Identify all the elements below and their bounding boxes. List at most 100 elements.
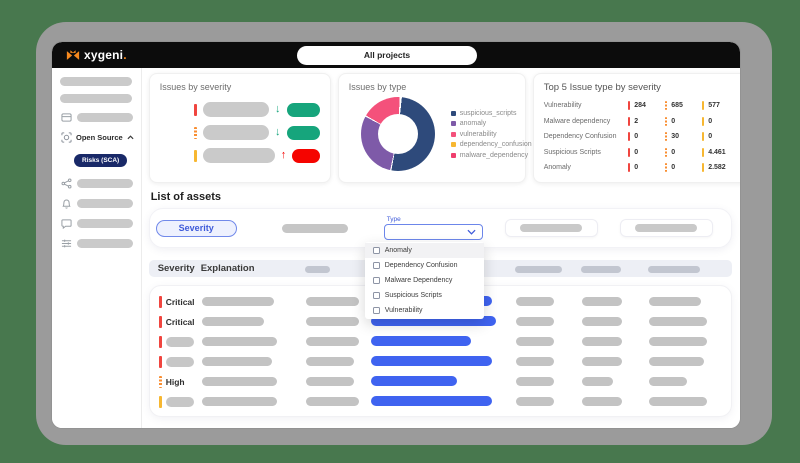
sidebar-item-placeholder[interactable]	[60, 77, 134, 86]
value-bar	[370, 376, 457, 386]
xygeni-logo-icon	[66, 49, 80, 60]
type-filter-select[interactable]	[383, 224, 483, 240]
trend-down-icon: ↓	[275, 126, 281, 138]
medium-tick	[701, 163, 705, 172]
medium-tick	[193, 149, 197, 162]
open-source-label: Open Source	[76, 132, 123, 142]
filter-placeholder-box[interactable]	[504, 219, 598, 237]
top-bar: xygeni. All projects	[52, 42, 740, 68]
menu-item-anomaly[interactable]: Anomaly	[364, 243, 484, 258]
filter-placeholder-box[interactable]	[619, 219, 713, 237]
high-tick	[664, 116, 668, 126]
top5-row: Anomaly 0 0 2.582	[543, 163, 726, 172]
table-row[interactable]	[150, 392, 731, 412]
medium-tick	[701, 101, 705, 110]
card-title: Issues by severity	[159, 82, 232, 92]
critical-tick	[627, 101, 631, 110]
bell-icon	[60, 197, 72, 209]
value-bar	[370, 336, 471, 346]
top5-row: Vulnerability 284 685 577	[543, 101, 720, 110]
all-projects-button[interactable]: All projects	[297, 45, 477, 65]
chart-legend: suspicious_scripts anomaly vulnerability…	[450, 110, 532, 159]
filter-placeholder[interactable]	[281, 223, 348, 233]
critical-tick	[158, 316, 162, 328]
menu-item-malware-dependency[interactable]: Malware Dependency	[365, 273, 484, 288]
legend-item: dependency_confusion	[450, 141, 532, 148]
high-tick	[664, 132, 668, 141]
assets-filter-bar: Severity Type Anomaly Dependency Confusi…	[148, 208, 732, 319]
brand-name: xygeni.	[84, 48, 127, 62]
sidebar-item-placeholder[interactable]	[60, 217, 134, 229]
legend-item: malware_dependency	[450, 152, 532, 159]
high-tick	[664, 163, 668, 172]
legend-swatch	[450, 152, 456, 158]
issues-by-type-card: Issues by type suspicious_scripts anomal…	[337, 73, 532, 183]
trend-value-pill	[286, 125, 320, 140]
checkbox[interactable]	[372, 307, 380, 314]
checkbox[interactable]	[372, 247, 380, 254]
legend-item: anomaly	[450, 120, 532, 127]
browser-icon	[60, 111, 72, 123]
label-placeholder	[165, 397, 194, 407]
critical-tick	[158, 296, 162, 308]
critical-tick	[627, 132, 631, 141]
table-row[interactable]: Critical	[150, 312, 731, 332]
medium-tick	[701, 147, 705, 157]
critical-tick	[627, 163, 631, 172]
sidebar-item-placeholder[interactable]	[60, 111, 134, 123]
issues-by-type-donut-chart	[360, 97, 435, 171]
card-title: Top 5 Issue type by severity	[543, 82, 661, 93]
trend-up-icon: ↑	[280, 149, 287, 161]
sidebar-item-placeholder[interactable]	[60, 197, 134, 209]
critical-tick	[627, 147, 631, 157]
sidebar-item-placeholder[interactable]	[60, 177, 134, 189]
high-tick	[664, 147, 668, 157]
severity-filter-button[interactable]: Severity	[155, 219, 237, 237]
checkbox[interactable]	[372, 262, 380, 269]
severity-row-medium: ↑	[193, 148, 320, 163]
legend-swatch	[450, 121, 456, 126]
table-row[interactable]: High	[150, 372, 731, 392]
value-bar	[370, 316, 496, 326]
sliders-icon	[60, 237, 72, 249]
checkbox[interactable]	[372, 277, 380, 284]
chevron-up-icon	[127, 134, 134, 139]
sidebar-item-open-source[interactable]: Open Source	[60, 131, 134, 143]
severity-row-high: ↓	[193, 125, 320, 140]
app-window: xygeni. All projects Open	[52, 42, 740, 428]
critical-tick	[158, 356, 162, 368]
table-row[interactable]	[150, 352, 731, 372]
sidebar-item-risks-sca[interactable]: Risks (SCA)	[74, 154, 128, 167]
top5-row: Malware dependency 2 0 0	[543, 116, 713, 126]
legend-swatch	[450, 142, 456, 147]
checkbox[interactable]	[372, 292, 380, 299]
menu-item-suspicious-scripts[interactable]: Suspicious Scripts	[365, 288, 484, 303]
table-row[interactable]	[150, 332, 731, 352]
high-tick	[193, 126, 197, 139]
chat-icon	[60, 217, 72, 229]
legend-item: suspicious_scripts	[450, 110, 532, 117]
sidebar-item-placeholder[interactable]	[60, 237, 134, 249]
trend-value-pill	[292, 148, 320, 163]
value-bar	[370, 356, 492, 366]
legend-swatch	[450, 131, 456, 137]
critical-tick	[193, 103, 197, 116]
medium-tick	[701, 116, 705, 126]
label-placeholder	[165, 357, 194, 367]
menu-item-vulnerability[interactable]: Vulnerability	[365, 303, 484, 318]
main-content: Issues by severity ↓ ↓	[142, 68, 740, 428]
list-of-assets-title: List of assets	[150, 191, 221, 203]
type-filter-label: Type	[386, 216, 401, 223]
share-nodes-icon	[60, 177, 72, 189]
critical-tick	[158, 336, 162, 348]
type-filter-group: Type	[383, 216, 483, 240]
sidebar-item-placeholder[interactable]	[60, 94, 134, 103]
card-title: Issues by type	[348, 82, 407, 92]
top5-row: Suspicious Scripts 0 0 4.461	[543, 147, 726, 157]
critical-tick	[627, 116, 631, 126]
column-header-explanation: Explanation	[200, 263, 255, 274]
scan-target-icon	[60, 131, 72, 143]
menu-item-dependency-confusion[interactable]: Dependency Confusion	[365, 258, 484, 273]
column-header-severity: Severity	[157, 263, 195, 274]
